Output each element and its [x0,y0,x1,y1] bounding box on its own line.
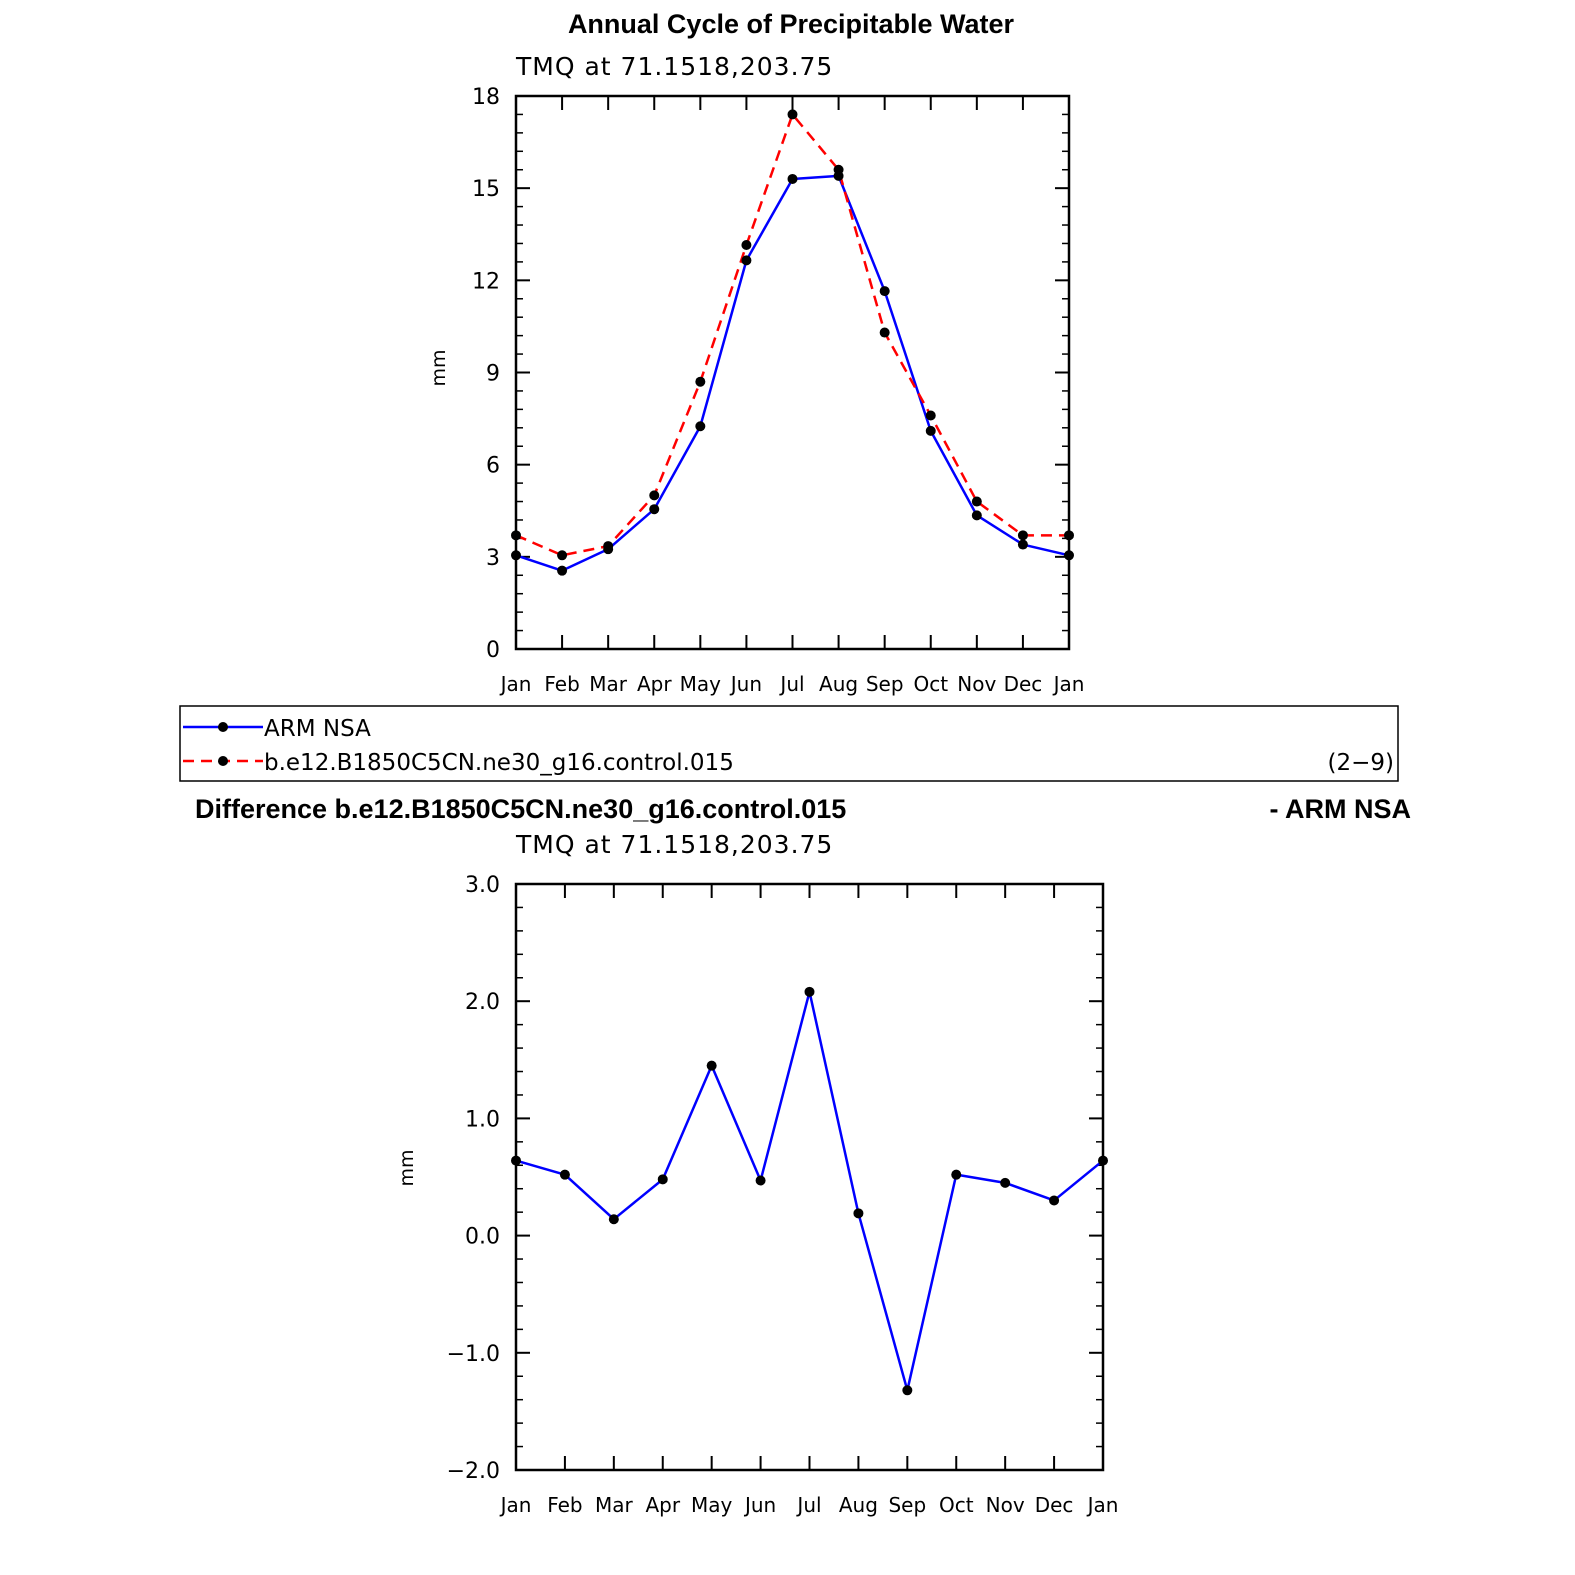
chart1-x-tick-label: Nov [957,672,996,696]
chart1-plot: Jan Feb Mar Apr May Jun Jul Aug Sep Oct Nov Dec Jan 0… [472,85,1084,696]
chart2-series-1-point [657,1174,668,1185]
chart2-y-tick-label: 1.0 [465,1107,500,1132]
chart2-x-tick-label: Jun [743,1493,776,1517]
legend-marker-model [218,756,228,766]
chart1-y-axis-label: mm [428,349,450,386]
chart1-y-tick-label: 6 [486,454,500,479]
chart2-x-tick-label: May [691,1493,733,1517]
chart1-series-1-point [1017,539,1028,550]
chart2-series-1-point [755,1175,766,1186]
chart1-series-1-point [1064,550,1074,561]
chart2-series-1-point [1000,1177,1011,1188]
chart1-y-tick-label: 12 [472,269,500,294]
chart1-x-tick-label: Jul [778,672,804,696]
chart2-series-1-point [559,1169,570,1180]
chart2-series-1-point [1098,1155,1108,1166]
chart1-series-2-point [603,541,614,552]
chart1-y-tick-label: 0 [486,638,500,663]
chart1-series-1-point [925,425,936,436]
chart1-x-tick-label: Aug [819,672,858,696]
chart2-x-tick-label: Jan [1086,1493,1119,1517]
chart2-series-1-point [1049,1195,1060,1206]
chart2-series-1-point [804,986,815,997]
chart1-series-1-point [649,504,660,515]
chart1-series-2-point [1064,530,1074,541]
chart1-series-2-point [1017,530,1028,541]
chart2-plot: Jan Feb Mar Apr May Jun Jul Aug Sep Oct Nov Dec Jan −… [447,873,1119,1517]
chart1-series-line-1 [515,174,1070,572]
chart2-x-tick-label: Dec [1035,1493,1074,1517]
chart2-x-tick-label: Apr [645,1493,680,1517]
chart2-x-tick-label: Feb [547,1493,582,1517]
chart1-x-tick-label: Feb [544,672,579,696]
chart1-series-2-point [925,410,936,421]
chart1-y-tick-label: 9 [486,362,500,387]
chart1-title: Annual Cycle of Precipitable Water [568,9,1015,39]
chart1-series-2-point [557,550,568,561]
chart2-series-1-point [902,1385,913,1396]
chart1-series-2-point [511,530,521,541]
chart2-title-right: - ARM NSA [1270,794,1412,824]
chart2-series-1-point [853,1208,864,1219]
chart2-x-tick-label: Jan [499,1493,532,1517]
chart2-x-tick-label: Oct [939,1493,974,1517]
legend-marker-arm-nsa [218,722,228,732]
chart1-y-tick-label: 18 [472,85,500,110]
chart2-series-1-point [511,1155,521,1166]
chart1-series-1-point [879,286,890,297]
chart1-series-2-point [971,496,982,507]
chart2-y-axis-label: mm [396,1149,418,1186]
legend-label-arm-nsa: ARM NSA [264,716,371,742]
chart2-x-tick-label: Mar [595,1493,634,1517]
chart1-series-2-point [833,164,844,175]
chart1-x-tick-label: Jan [499,672,532,696]
chart2-x-tick-label: Nov [986,1493,1025,1517]
chart2-y-tick-label: 2.0 [465,990,500,1015]
chart2-subtitle: TMQ at 71.1518,203.75 [515,830,833,859]
legend-label-model: b.e12.B1850C5CN.ne30_g16.control.015 [264,750,734,776]
chart2-y-tick-label: 0.0 [465,1225,500,1250]
chart1-x-tick-label: Jan [1052,672,1085,696]
chart2-series-1-point [706,1060,717,1071]
chart1-series-2-point [879,327,890,338]
chart2-y-tick-label: −2.0 [447,1459,500,1484]
chart1-series-2-point [787,109,798,120]
chart2-x-tick-label: Jul [795,1493,821,1517]
chart1-series-1-point [787,173,798,184]
chart2-title: Difference b.e12.B1850C5CN.ne30_g16.cont… [195,794,846,824]
chart2-series-line-1 [515,990,1104,1392]
chart1-legend: ARM NSA b.e12.B1850C5CN.ne30_g16.control… [179,705,1399,782]
chart1-series-1-point [511,550,521,561]
chart1-x-tick-label: Mar [589,672,628,696]
chart1-series-1-point [557,565,568,576]
chart1-series-2-point [649,490,660,501]
chart1-x-tick-label: Apr [637,672,672,696]
chart1-series-1-point [971,510,982,521]
legend-box [179,705,1399,782]
chart1-x-tick-label: Dec [1004,672,1043,696]
chart2-x-tick-label: Aug [839,1493,878,1517]
chart2-x-tick-label: Sep [888,1493,926,1517]
chart1-x-tick-label: Oct [913,672,948,696]
chart1-x-tick-label: Sep [866,672,904,696]
legend-note: (2−9) [1328,750,1394,776]
chart1-series-1-point [695,421,706,432]
chart1-subtitle: TMQ at 71.1518,203.75 [515,52,833,81]
chart1-series-1-point [741,255,752,266]
chart2-series-1-point [951,1169,962,1180]
chart1-series-2-point [695,376,706,387]
chart2-series-1-point [608,1214,619,1225]
chart1-y-tick-label: 15 [472,177,500,202]
chart2-frame [514,882,1105,1472]
chart2-y-tick-label: −1.0 [447,1342,500,1367]
chart1-series-2-point [741,240,752,251]
chart1-y-tick-label: 3 [486,546,500,571]
chart2-y-tick-label: 3.0 [465,873,500,898]
chart1-x-tick-label: May [680,672,722,696]
chart1-x-tick-label: Jun [729,672,762,696]
